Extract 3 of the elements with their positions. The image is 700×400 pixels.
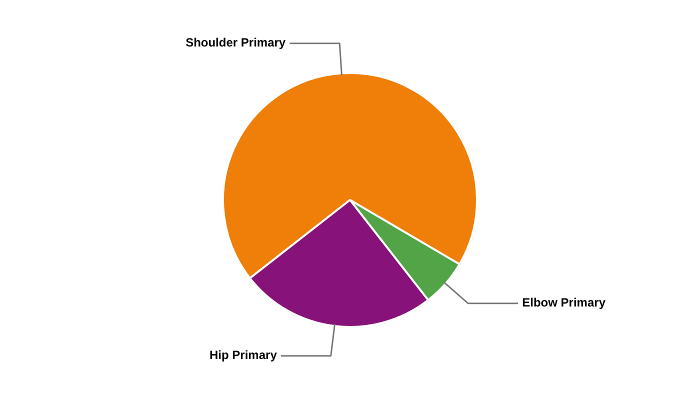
slice-label: Shoulder Primary [186, 36, 286, 50]
slice-label: Hip Primary [210, 348, 278, 362]
slice-label: Elbow Primary [522, 296, 606, 310]
